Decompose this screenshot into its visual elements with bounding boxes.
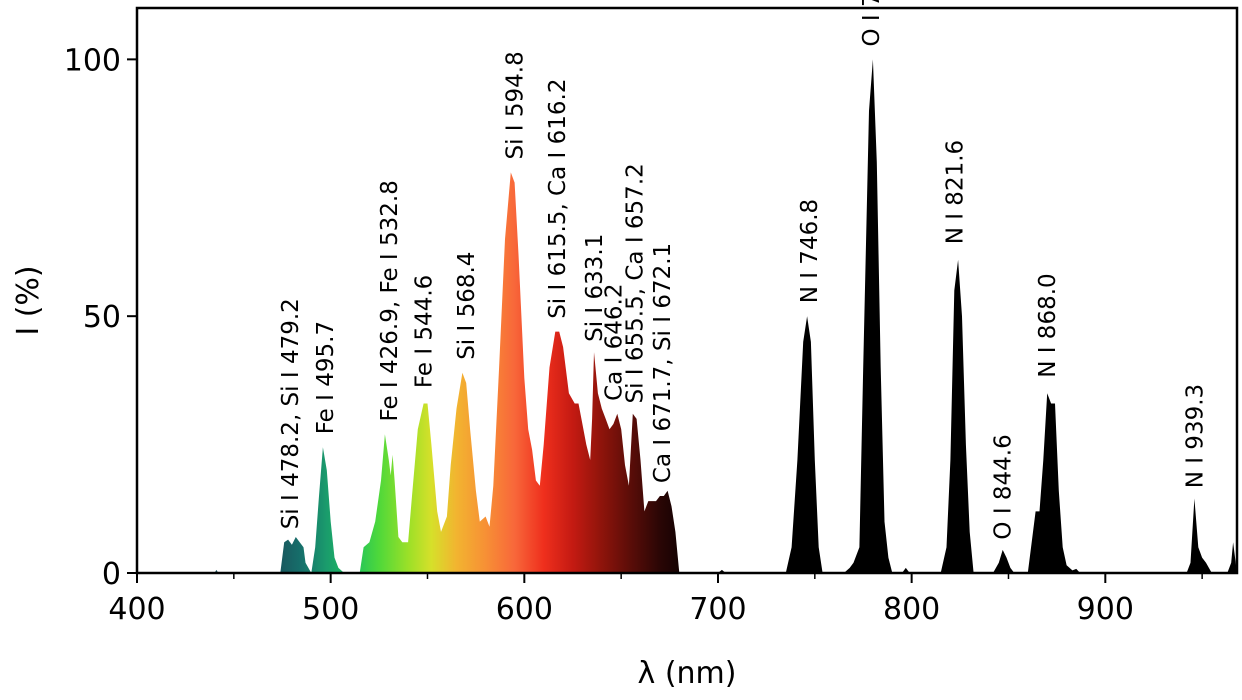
peak-label: Fe I 426.9, Fe I 532.8: [377, 180, 403, 421]
peak-label: N I 868.0: [1035, 273, 1061, 377]
peak-label: Si I 615.5, Ca I 616.2: [545, 79, 571, 319]
y-axis-title: I (%): [11, 265, 46, 335]
peak-label: Fe I 544.6: [412, 275, 438, 388]
x-tick-label: 600: [496, 592, 553, 627]
axes: 400 500 600 700 800 900 0 50 100: [64, 6, 1239, 627]
x-axis-title: λ (nm): [638, 656, 737, 691]
peak-label: Si I 655.5, Ca I 657.2: [623, 163, 649, 403]
peak-label: Fe I 495.7: [313, 321, 339, 434]
x-tick-label: 800: [883, 592, 940, 627]
y-tick-label: 100: [64, 43, 121, 78]
peak-label: N I 939.3: [1182, 384, 1208, 488]
peak-label: O I 844.6: [991, 434, 1017, 539]
peak-label: Si I 478.2, Si I 479.2: [278, 298, 304, 529]
peak-annotations: Si I 478.2, Si I 479.2 Fe I 495.7 Fe I 426…: [278, 0, 1208, 540]
x-tick-label: 900: [1077, 592, 1134, 627]
peak-label: Ca I 646.2: [601, 283, 627, 400]
x-tick-label: 500: [302, 592, 359, 627]
plot-area: [137, 59, 1237, 573]
y-tick-label: 50: [83, 300, 121, 335]
plot-frame: [135, 6, 1239, 575]
peak-label: N I 746.8: [797, 199, 823, 303]
y-tick-label: 0: [102, 557, 121, 592]
spectrum-area: [137, 59, 1237, 573]
x-tick-label: 400: [108, 592, 165, 627]
x-tick-label: 700: [689, 592, 746, 627]
peak-label: N I 821.6: [942, 140, 968, 244]
peak-label: Si I 633.1: [582, 234, 608, 342]
peak-label: Si I 594.8: [503, 51, 529, 159]
peak-label: Si I 568.4: [454, 252, 480, 360]
peak-label: Ca I 671.7, Si I 672.1: [650, 243, 676, 483]
